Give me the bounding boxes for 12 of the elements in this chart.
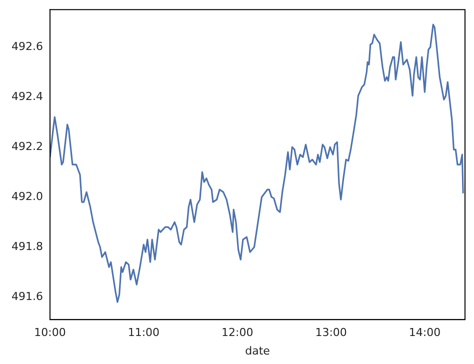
y-tick-label: 492.2: [12, 140, 43, 153]
y-tick-label: 492.6: [12, 40, 43, 53]
x-tick-label: 10:00: [34, 326, 66, 340]
y-tick-label: 492.0: [12, 190, 43, 203]
y-tick-label: 492.4: [12, 90, 43, 103]
y-tick-label: 491.8: [12, 240, 43, 253]
x-tick-label: 14:00: [408, 326, 441, 340]
x-tick-label: 11:00: [128, 326, 160, 340]
x-axis-title: date: [245, 344, 270, 358]
y-tick-label: 491.6: [12, 290, 43, 303]
x-tick-label: 13:00: [315, 326, 347, 340]
x-tick-label: 12:00: [222, 326, 254, 340]
